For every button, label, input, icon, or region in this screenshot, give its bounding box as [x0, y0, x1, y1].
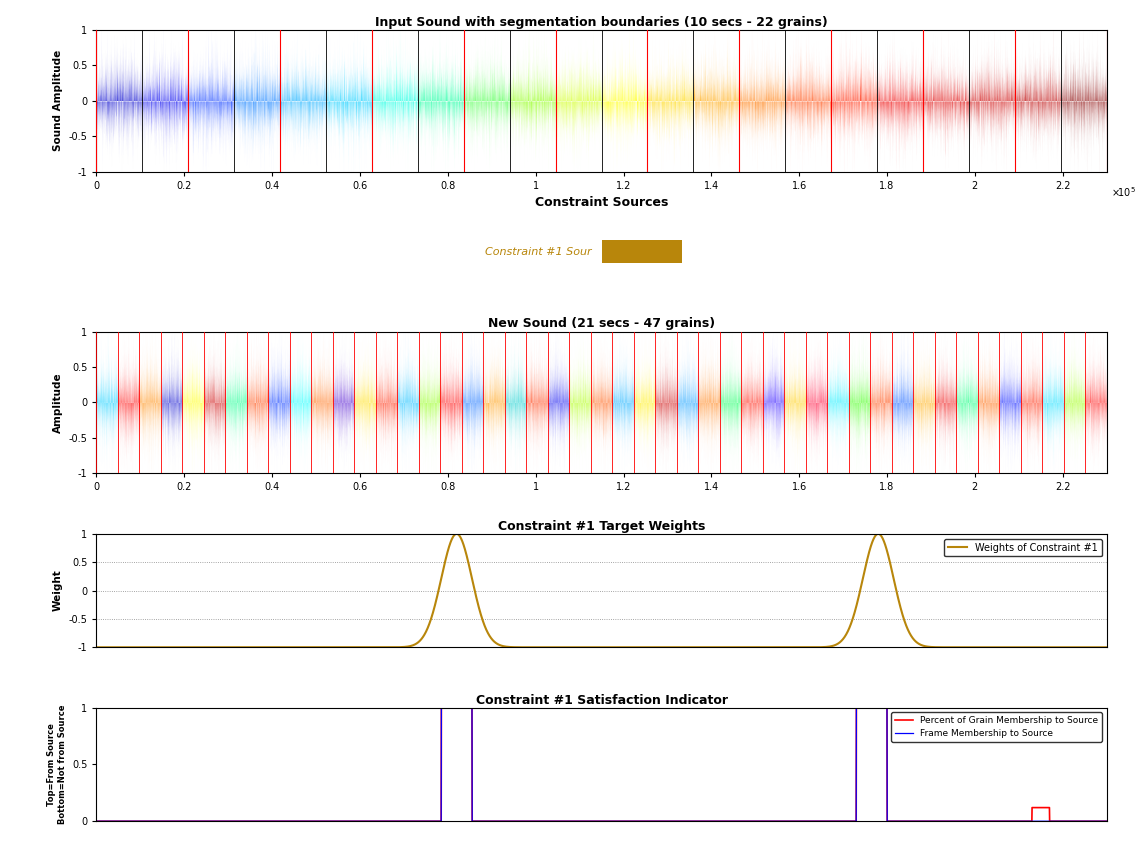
Bar	[602, 240, 682, 263]
Legend: Weights of Constraint #1: Weights of Constraint #1	[944, 539, 1102, 557]
Title: Constraint #1 Target Weights: Constraint #1 Target Weights	[498, 520, 705, 533]
Title: Constraint #1 Satisfaction Indicator: Constraint #1 Satisfaction Indicator	[476, 694, 728, 706]
Y-axis label: Amplitude: Amplitude	[53, 372, 64, 433]
X-axis label: Constraint Sources: Constraint Sources	[535, 197, 669, 209]
Legend: Percent of Grain Membership to Source, Frame Membership to Source: Percent of Grain Membership to Source, F…	[891, 712, 1102, 742]
Y-axis label: Weight: Weight	[53, 569, 64, 611]
Y-axis label: Sound Amplitude: Sound Amplitude	[53, 50, 64, 151]
Title: New Sound (21 secs - 47 grains): New Sound (21 secs - 47 grains)	[488, 317, 715, 330]
Y-axis label: Top=From Source
Bottom=Not from Source: Top=From Source Bottom=Not from Source	[48, 705, 67, 825]
Text: $\times\!10^5$: $\times\!10^5$	[1111, 185, 1135, 198]
Title: Input Sound with segmentation boundaries (10 secs - 22 grains): Input Sound with segmentation boundaries…	[376, 15, 827, 29]
Text: Constraint #1 Sour: Constraint #1 Sour	[485, 247, 591, 257]
